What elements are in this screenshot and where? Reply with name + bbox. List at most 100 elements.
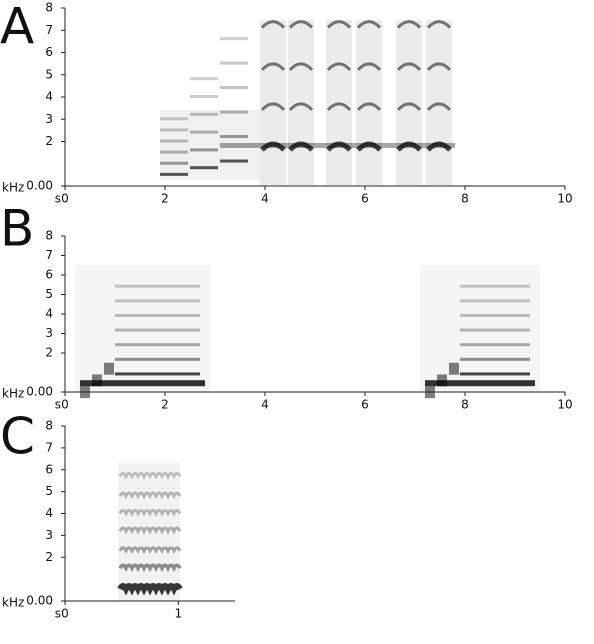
spectrogram-band xyxy=(190,77,218,81)
harmonic xyxy=(426,141,452,152)
spectrogram-band xyxy=(460,343,530,347)
x-tick-label: 2 xyxy=(161,398,169,412)
spectrogram-band xyxy=(460,372,530,376)
y-tick-label: 8 xyxy=(45,229,53,243)
x-unit: s xyxy=(55,398,61,412)
y-tick-label: 6 xyxy=(45,45,53,59)
y-tick-label: 2 xyxy=(45,346,53,360)
spectrogram-band xyxy=(92,374,102,387)
harmonic xyxy=(117,583,183,596)
harmonic xyxy=(326,141,352,152)
spectrogram-band xyxy=(115,284,200,288)
spectrogram-band xyxy=(220,61,248,65)
spectrogram-band xyxy=(460,299,530,303)
y-tick-label: 5 xyxy=(45,484,53,498)
y-tick-label: 6 xyxy=(45,268,53,282)
spectrogram-band xyxy=(220,142,455,148)
x-tick-label: 8 xyxy=(461,192,469,206)
spectrogram-band xyxy=(190,166,218,170)
harmonic xyxy=(426,20,452,29)
harmonic xyxy=(260,62,286,71)
y-tick-label: 3 xyxy=(45,326,53,340)
spectrogram-band xyxy=(160,117,188,121)
x-tick-label: 10 xyxy=(557,398,572,412)
y-tick-label: 3 xyxy=(45,528,53,542)
harmonic xyxy=(118,509,182,517)
harmonic xyxy=(396,102,422,111)
y-tick-label: 2 xyxy=(45,134,53,148)
spectrogram-band xyxy=(80,380,205,387)
x-tick-label: 0 xyxy=(61,607,69,621)
spectrogram-band xyxy=(460,357,530,361)
spectrogram-band xyxy=(460,328,530,332)
y-tick-label: 7 xyxy=(45,248,53,262)
y-tick-label: 8 xyxy=(45,419,53,433)
spectrogram-band xyxy=(160,128,188,132)
harmonic xyxy=(326,20,352,29)
harmonic xyxy=(288,62,314,71)
harmonic xyxy=(326,102,352,111)
spectrogram-band xyxy=(190,95,218,98)
harmonic xyxy=(288,102,314,111)
spectrogram-band xyxy=(425,380,535,387)
x-tick-label: 4 xyxy=(261,398,269,412)
y-tick-label: 4 xyxy=(45,307,53,321)
spectrogram-band xyxy=(220,86,248,90)
spectrogram-band xyxy=(190,112,218,116)
harmonic xyxy=(118,471,182,480)
harmonic xyxy=(288,20,314,29)
spectrogram-band xyxy=(115,313,200,317)
spectrogram-band xyxy=(220,135,248,139)
panel-label: A xyxy=(0,0,34,56)
y-tick-label: 0.00 xyxy=(26,594,53,608)
x-tick-label: 6 xyxy=(361,398,369,412)
panel-label: C xyxy=(0,408,35,466)
harmonic xyxy=(118,546,182,555)
y-unit: kHz xyxy=(2,387,24,401)
y-tick-label: 6 xyxy=(45,462,53,476)
y-tick-label: 4 xyxy=(45,90,53,104)
y-tick-label: 7 xyxy=(45,440,53,454)
harmonic xyxy=(356,141,382,152)
y-tick-label: 3 xyxy=(45,112,53,126)
x-unit: s xyxy=(55,607,61,621)
x-tick-label: 2 xyxy=(161,192,169,206)
y-unit: kHz xyxy=(2,181,24,195)
harmonic xyxy=(426,102,452,111)
y-tick-label: 8 xyxy=(45,1,53,15)
y-tick-label: 2 xyxy=(45,550,53,564)
spectrogram-band xyxy=(437,374,447,387)
harmonic xyxy=(260,102,286,111)
spectrogram-band xyxy=(420,265,540,392)
x-tick-label: 1 xyxy=(175,607,183,621)
spectrogram-band xyxy=(220,159,248,163)
spectrogram-band xyxy=(460,284,530,288)
y-tick-label: 7 xyxy=(45,23,53,37)
harmonic xyxy=(118,526,182,535)
spectrogram-band xyxy=(160,110,260,180)
spectrogram-band xyxy=(220,37,248,41)
harmonic xyxy=(356,102,382,111)
harmonic xyxy=(356,20,382,29)
x-tick-label: 0 xyxy=(61,192,69,206)
spectrogram-band xyxy=(160,150,188,154)
spectrogram-band xyxy=(104,362,114,375)
harmonic xyxy=(396,141,422,152)
spectrogram-band xyxy=(118,463,180,601)
spectrogram-band xyxy=(449,362,459,375)
spectrogram-band xyxy=(160,172,188,176)
x-unit: s xyxy=(55,192,61,206)
spectrogram-band xyxy=(190,148,218,152)
x-tick-label: 4 xyxy=(261,192,269,206)
harmonic xyxy=(118,563,182,573)
x-tick-label: 6 xyxy=(361,192,369,206)
spectrogram-band xyxy=(75,265,210,392)
spectrogram-band xyxy=(190,130,218,134)
y-tick-label: 0.00 xyxy=(26,385,53,399)
spectrogram-band xyxy=(220,110,248,114)
harmonic xyxy=(356,62,382,71)
x-tick-label: 10 xyxy=(557,192,572,206)
panel-label: B xyxy=(0,200,34,258)
harmonic xyxy=(118,491,182,500)
